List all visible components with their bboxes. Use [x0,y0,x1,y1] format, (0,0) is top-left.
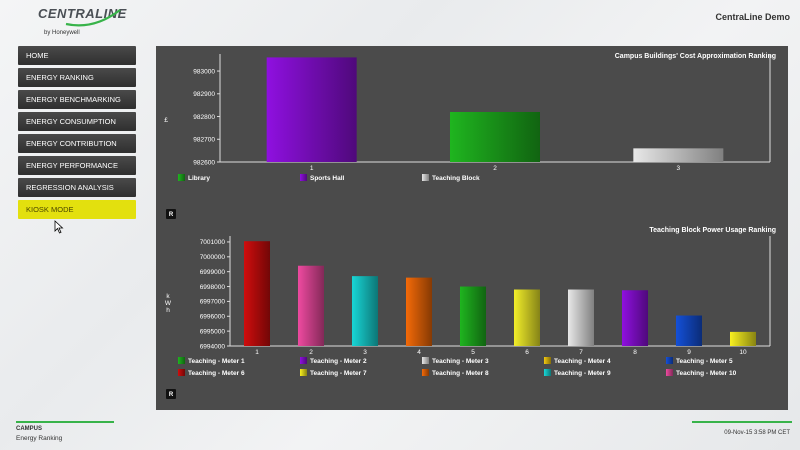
svg-text:R: R [169,392,174,398]
chart-2-legend-label-1: Teaching - Meter 1 [188,358,245,365]
footer-location: CAMPUS [16,426,43,432]
chart-2-title: Teaching Block Power Usage Ranking [649,227,776,234]
chart-1-xtick-3: 3 [677,165,681,172]
chart-2-legend-label-6: Teaching - Meter 6 [188,370,245,377]
chart-2-legend-swatch-10 [666,369,673,376]
chart-2-legend-label-3: Teaching - Meter 3 [432,358,489,365]
chart-2-bar-4 [406,277,432,346]
chart-2-bar-1 [244,241,270,346]
chart-2-legend-label-7: Teaching - Meter 7 [310,370,367,377]
chart-2-xtick-1: 1 [255,349,259,356]
chart-2-xtick-5: 5 [471,349,475,356]
chart-2-xtick-2: 2 [309,349,313,356]
chart-2-ytick-label-6: 7000000 [200,254,226,261]
chart-1-bar-3 [633,148,724,162]
chart-2-legend-swatch-4 [544,357,551,364]
chart-2-ytick-label-0: 6994000 [200,343,226,350]
chart-2-ytick-label-1: 6995000 [200,328,226,335]
chart-1-bar-1 [266,57,357,163]
chart-2-legend-label-2: Teaching - Meter 2 [310,358,367,365]
chart-2-legend-swatch-9 [544,369,551,376]
chart-2-legend-label-10: Teaching - Meter 10 [676,370,737,377]
nav-item-energy-contribution[interactable]: ENERGY CONTRIBUTION [18,134,136,153]
chart-2-legend-label-5: Teaching - Meter 5 [676,358,733,365]
nav-item-energy-benchmarking[interactable]: ENERGY BENCHMARKING [18,90,136,109]
nav-item-energy-performance[interactable]: ENERGY PERFORMANCE [18,156,136,175]
chart-2-xtick-3: 3 [363,349,367,356]
chart-2-xtick-4: 4 [417,349,421,356]
footer-context: CAMPUS Energy Ranking [16,422,62,442]
chart-1-reset-button[interactable]: R [166,209,176,219]
chart-2-ylabel-char-1: W [165,300,172,307]
footer-divider-left [16,421,114,423]
chart-2-legend-swatch-5 [666,357,673,364]
chart-2-bar-7 [568,289,594,346]
chart-2-xtick-10: 10 [739,349,747,356]
chart-2-xtick-6: 6 [525,349,529,356]
chart-2-ytick-label-7: 7001000 [200,239,226,246]
chart-1-title: Campus Buildings' Cost Approximation Ran… [615,53,776,60]
logo-subtitle: by Honeywell [44,30,80,36]
chart-2-legend-swatch-7 [300,369,307,376]
chart-1-legend-swatch-1 [178,174,185,181]
chart-2-ytick-label-4: 6998000 [200,284,226,291]
chart-2-legend-swatch-8 [422,369,429,376]
logo-text: CENTRALINE [38,6,127,21]
chart-1-xtick-1: 1 [310,165,314,172]
footer-page-name: Energy Ranking [16,435,63,442]
chart-2-bar-5 [460,286,486,346]
centraline-logo: CENTRALINE by Honeywell [34,4,127,42]
chart-1-ytick-label-4: 983000 [193,68,215,75]
chart-2-legend-swatch-2 [300,357,307,364]
chart-1-ytick-label-0: 982600 [193,159,215,166]
chart-1-legend-label-3: Teaching Block [432,175,480,182]
chart-1-legend-swatch-2 [300,174,307,181]
chart-1-ytick-label-1: 982700 [193,137,215,144]
nav-item-home[interactable]: HOME [18,46,136,65]
sidebar-nav: HOME ENERGY RANKING ENERGY BENCHMARKING … [18,46,136,222]
chart-2-bar-10 [730,331,756,346]
chart-1-legend-label-1: Library [188,175,210,182]
chart-2-legend-swatch-1 [178,357,185,364]
chart-2-bar-8 [622,290,648,346]
app-title: CentraLine Demo [715,12,790,22]
chart-2-bar-2 [298,265,324,346]
chart-2-bar-6 [514,289,540,346]
chart-2-xtick-7: 7 [579,349,583,356]
chart-2-ytick-label-2: 6996000 [200,314,226,321]
chart-2-bar-9 [676,315,702,346]
nav-item-energy-consumption[interactable]: ENERGY CONSUMPTION [18,112,136,131]
svg-text:R: R [169,212,174,218]
chart-1-legend-swatch-3 [422,174,429,181]
mouse-pointer-icon [54,220,64,234]
chart-2-ylabel-char-0: k [166,293,170,300]
footer-divider-right [692,421,792,423]
chart-1-bar-2 [450,111,540,162]
chart-2-legend-label-9: Teaching - Meter 9 [554,370,611,377]
logo-swoosh-icon [65,9,121,27]
chart-1-ytick-label-2: 982800 [193,114,215,121]
chart-2-xtick-9: 9 [687,349,691,356]
chart-1-xtick-2: 2 [493,165,497,172]
chart-2-ylabel-char-2: h [166,307,170,314]
footer-timestamp: 09-Nov-15 3:58 PM CET [724,430,790,436]
chart-2-xtick-8: 8 [633,349,637,356]
charts-canvas: Campus Buildings' Cost Approximation Ran… [164,53,776,399]
nav-item-kiosk-mode[interactable]: KIOSK MODE [18,200,136,219]
chart-2-legend-label-4: Teaching - Meter 4 [554,358,611,365]
chart-2-legend-label-8: Teaching - Meter 8 [432,370,489,377]
chart-1-legend-label-2: Sports Hall [310,175,345,182]
chart-2-bar-3 [352,276,378,346]
chart-2-ytick-label-5: 6999000 [200,269,226,276]
nav-item-energy-ranking[interactable]: ENERGY RANKING [18,68,136,87]
chart-2-ytick-label-3: 6997000 [200,299,226,306]
chart-2-legend-swatch-3 [422,357,429,364]
nav-item-regression-analysis[interactable]: REGRESSION ANALYSIS [18,178,136,197]
chart-2-reset-button[interactable]: R [166,389,176,399]
chart-1-ytick-label-3: 982900 [193,91,215,98]
charts-panel: Campus Buildings' Cost Approximation Ran… [156,46,788,410]
chart-1-ylabel: £ [164,117,168,124]
chart-2-legend-swatch-6 [178,369,185,376]
